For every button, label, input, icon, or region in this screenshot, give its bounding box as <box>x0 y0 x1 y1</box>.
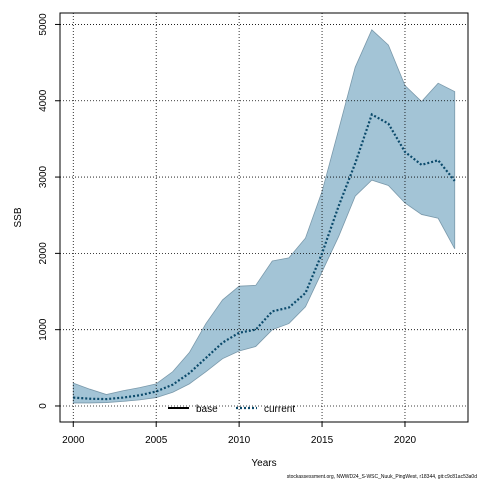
source-credit: stockassessment.org, NWWD24_S-WSC_Nuuk_P… <box>287 474 477 480</box>
axis-layer: 2000 2005 2010 2015 2020 0 1000 2000 3000 4000 500… <box>38 13 417 446</box>
current-line-layer <box>73 112 456 401</box>
x-tick-label-2005: 2005 <box>145 435 168 446</box>
confidence-band <box>72 29 456 404</box>
y-tick-label-2000: 2000 <box>38 242 49 265</box>
x-axis-label: Years <box>251 458 276 469</box>
y-tick-label-5000: 5000 <box>38 13 49 36</box>
legend: base current <box>168 404 295 415</box>
x-tick-label-2000: 2000 <box>62 435 85 446</box>
plot-frame <box>59 12 469 423</box>
legend-base-label: base <box>196 404 218 415</box>
series-current-line <box>73 112 456 401</box>
y-tick-label-0: 0 <box>38 403 49 409</box>
x-tick-label-2020: 2020 <box>394 435 417 446</box>
y-tick-label-3000: 3000 <box>38 165 49 188</box>
x-tick-label-2015: 2015 <box>311 435 334 446</box>
y-tick-label-1000: 1000 <box>38 318 49 341</box>
x-tick-label-2010: 2010 <box>228 435 251 446</box>
y-axis-label: SSB <box>13 207 24 227</box>
y-tick-label-4000: 4000 <box>38 89 49 112</box>
confidence-band-layer <box>72 29 456 404</box>
grid-layer <box>60 13 468 422</box>
legend-current-label: current <box>264 404 295 415</box>
